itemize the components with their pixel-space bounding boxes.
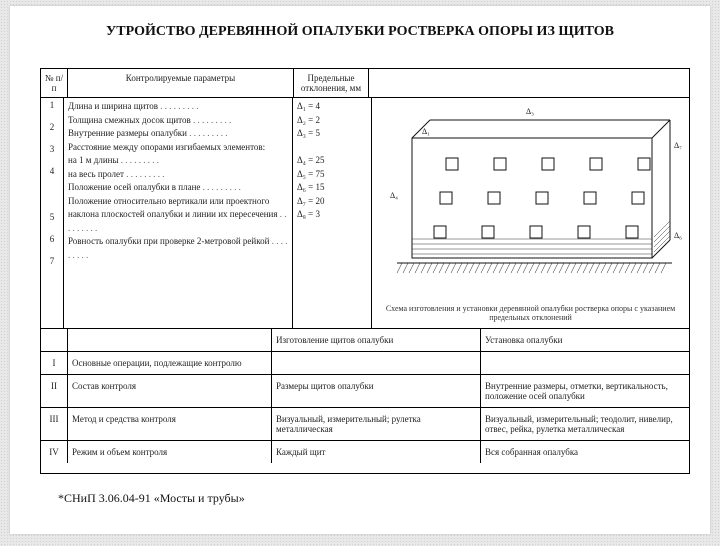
hdr-diagram-space — [369, 69, 689, 97]
param-labels-col: Длина и ширина щитовТолщина смежных досо… — [64, 98, 293, 328]
lower-hdr-b: Изготовление щитов опалубки — [272, 329, 481, 351]
lower-rows: IОсновные операции, подлежащие контролюI… — [41, 352, 689, 463]
lower-num: II — [41, 375, 68, 407]
parameters-table: 1234 567 Длина и ширина щитовТолщина смеж… — [41, 98, 372, 328]
lower-b — [272, 352, 481, 374]
svg-text:Δ₆: Δ₆ — [674, 231, 682, 240]
param-value: Δ₂ = 2 — [297, 114, 367, 128]
hdr-deviations: Предельные отклонения, мм — [294, 69, 369, 97]
lower-num: I — [41, 352, 68, 374]
lower-num: III — [41, 408, 68, 440]
lower-c — [481, 352, 689, 374]
lower-a: Основные операции, подлежащие контролю — [68, 352, 272, 374]
lower-a: Состав контроля — [68, 375, 272, 407]
param-value: Δ₆ = 15 — [297, 181, 367, 195]
param-num — [41, 186, 63, 198]
param-num: 5 — [41, 210, 63, 232]
lower-row: IОсновные операции, подлежащие контролю — [41, 352, 689, 375]
lower-b: Каждый щит — [272, 441, 481, 463]
param-value — [297, 141, 367, 155]
svg-text:Δ₇: Δ₇ — [674, 141, 682, 150]
diagram-caption: Схема изготовления и установки деревянно… — [382, 304, 679, 322]
svg-text:Δ₄: Δ₄ — [390, 191, 398, 200]
param-value: Δ₈ = 3 — [297, 208, 367, 222]
formwork-diagram: Δ₃ Δ₄ Δ₇ Δ₆ Δ₁ Схема изготовления и установк… — [372, 98, 689, 328]
param-values-col: Δ₁ = 4Δ₂ = 2Δ₃ = 5 Δ₄ = 25Δ₅ = 75Δ₆ = 15… — [293, 98, 371, 328]
param-num: 2 — [41, 120, 63, 142]
hdr-params: Контролируемые параметры — [68, 69, 294, 97]
lower-b: Визуальный, измерительный; рулетка метал… — [272, 408, 481, 440]
upper-header-row: № п/п Контролируемые параметры Предельны… — [41, 69, 689, 98]
param-num: 6 — [41, 232, 63, 254]
lower-b: Размеры щитов опалубки — [272, 375, 481, 407]
lower-header-row: Изготовление щитов опалубки Установка оп… — [41, 329, 689, 352]
main-table: № п/п Контролируемые параметры Предельны… — [40, 68, 690, 474]
svg-text:Δ₁: Δ₁ — [422, 127, 430, 136]
param-value: Δ₇ = 20 — [297, 195, 367, 209]
param-value: Δ₅ = 75 — [297, 168, 367, 182]
param-value: Δ₃ = 5 — [297, 127, 367, 141]
param-label: на весь пролет — [68, 168, 288, 182]
param-value: Δ₄ = 25 — [297, 154, 367, 168]
param-label: Положение осей опалубки в плане — [68, 181, 288, 195]
param-label: Положение относительно вертикали или про… — [68, 195, 288, 236]
lower-row: IVРежим и объем контроляКаждый щитВся со… — [41, 441, 689, 463]
page-title: УТРОЙСТВО ДЕРЕВЯННОЙ ОПАЛУБКИ РОСТВЕРКА … — [10, 24, 710, 40]
param-num: 7 — [41, 254, 63, 276]
param-num: 1 — [41, 98, 63, 120]
param-label: Расстояние между опорами изгибаемых элем… — [68, 141, 288, 155]
lower-a: Режим и объем контроля — [68, 441, 272, 463]
param-label: на 1 м длины — [68, 154, 288, 168]
lower-c: Внутренние размеры, отметки, вертикально… — [481, 375, 689, 407]
param-num — [41, 198, 63, 210]
param-num: 3 — [41, 142, 63, 164]
footnote: *СНиП 3.06.04-91 «Мосты и трубы» — [58, 491, 245, 506]
hdr-num: № п/п — [41, 69, 68, 97]
param-value: Δ₁ = 4 — [297, 100, 367, 114]
param-label: Ровность опалубки при проверке 2-метрово… — [68, 235, 288, 262]
param-numbers-col: 1234 567 — [41, 98, 64, 328]
lower-row: IIСостав контроляРазмеры щитов опалубкиВ… — [41, 375, 689, 408]
lower-row: IIIМетод и средства контроляВизуальный, … — [41, 408, 689, 441]
param-label: Длина и ширина щитов — [68, 100, 288, 114]
lower-c: Вся собранная опалубка — [481, 441, 689, 463]
lower-num: IV — [41, 441, 68, 463]
lower-hdr-c: Установка опалубки — [481, 329, 689, 351]
param-label: Внутренние размеры опалубки — [68, 127, 288, 141]
param-label: Толщина смежных досок щитов — [68, 114, 288, 128]
lower-c: Визуальный, измерительный; теодолит, нив… — [481, 408, 689, 440]
lower-a: Метод и средства контроля — [68, 408, 272, 440]
svg-text:Δ₃: Δ₃ — [526, 107, 534, 116]
param-num: 4 — [41, 164, 63, 186]
